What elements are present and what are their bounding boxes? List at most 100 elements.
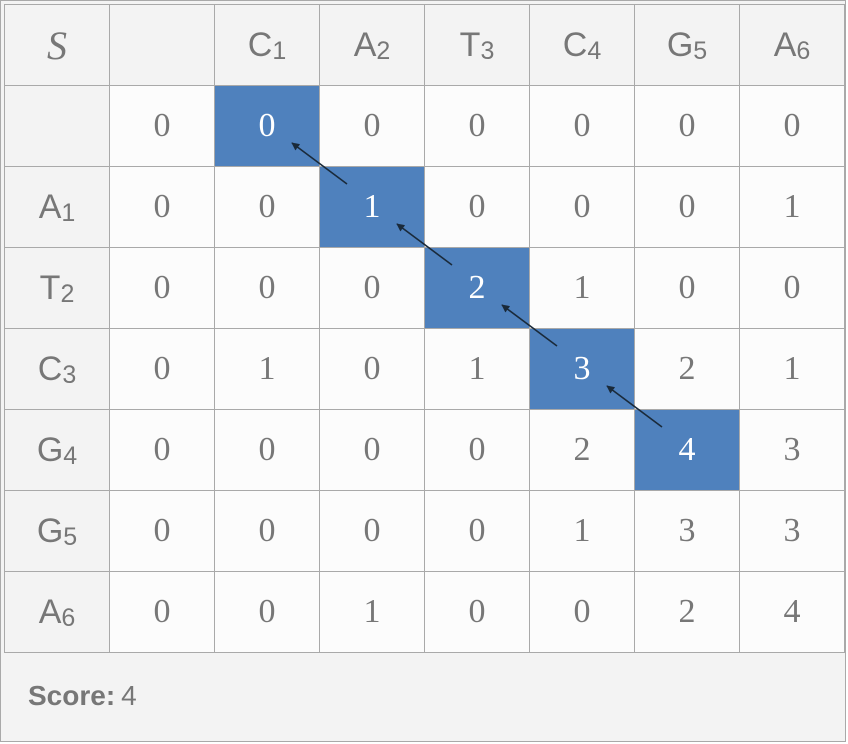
sequence-letter: G5 xyxy=(667,26,707,65)
matrix-cell: 0 xyxy=(109,490,215,572)
column-header xyxy=(109,4,215,86)
letter: T xyxy=(39,268,61,307)
column-header: C1 xyxy=(214,4,320,86)
letter: G xyxy=(36,511,64,550)
matrix-cell: 0 xyxy=(109,409,215,491)
letter-index: 3 xyxy=(480,36,495,65)
column-header: A2 xyxy=(319,4,425,86)
matrix-cell: 0 xyxy=(214,247,320,329)
matrix-cell-highlighted: 3 xyxy=(529,328,635,410)
letter: G xyxy=(36,430,64,469)
matrix-cell: 2 xyxy=(634,328,740,410)
matrix-cell: 0 xyxy=(214,166,320,248)
matrix-cell: 1 xyxy=(739,328,845,410)
letter-index: 2 xyxy=(376,36,391,65)
letter: T xyxy=(459,25,481,64)
sequence-letter: A2 xyxy=(354,26,391,65)
sequence-letter: T3 xyxy=(460,26,495,65)
corner-cell: S xyxy=(4,4,110,86)
matrix-cell: 4 xyxy=(739,571,845,653)
letter-index: 5 xyxy=(63,522,78,551)
matrix-cell: 0 xyxy=(109,247,215,329)
matrix-cell: 3 xyxy=(634,490,740,572)
matrix-cell-highlighted: 1 xyxy=(319,166,425,248)
matrix-cell: 0 xyxy=(214,409,320,491)
matrix-cell: 0 xyxy=(214,571,320,653)
row-header: T2 xyxy=(4,247,110,329)
letter: A xyxy=(38,592,62,631)
matrix-cell: 0 xyxy=(319,328,425,410)
letter-index: 6 xyxy=(61,603,76,632)
matrix-cell: 2 xyxy=(634,571,740,653)
corner-label: S xyxy=(47,22,67,68)
matrix-cell: 0 xyxy=(319,409,425,491)
score-footer: Score: 4 xyxy=(4,653,842,739)
matrix-cell: 1 xyxy=(214,328,320,410)
matrix-cell: 0 xyxy=(214,490,320,572)
matrix-cell: 0 xyxy=(739,85,845,167)
matrix-cell: 0 xyxy=(319,247,425,329)
column-header: C4 xyxy=(529,4,635,86)
matrix-cell: 0 xyxy=(634,85,740,167)
matrix-cell: 1 xyxy=(319,571,425,653)
column-header: A6 xyxy=(739,4,845,86)
matrix-cell: 0 xyxy=(529,85,635,167)
score-value: 4 xyxy=(121,680,137,711)
score-label: Score: xyxy=(28,680,116,711)
letter: C xyxy=(247,25,273,64)
letter: C xyxy=(37,349,63,388)
matrix-cell: 0 xyxy=(424,409,530,491)
matrix-cell-highlighted: 2 xyxy=(424,247,530,329)
column-header: T3 xyxy=(424,4,530,86)
letter-index: 1 xyxy=(272,36,287,65)
sequence-letter: G4 xyxy=(37,431,77,470)
matrix-cell: 0 xyxy=(109,328,215,410)
matrix-cell: 3 xyxy=(739,409,845,491)
letter: C xyxy=(562,25,588,64)
letter: A xyxy=(38,187,62,226)
sequence-letter: T2 xyxy=(40,269,75,308)
matrix-cell: 0 xyxy=(319,85,425,167)
matrix-cell: 0 xyxy=(529,571,635,653)
letter-index: 3 xyxy=(62,360,77,389)
sequence-letter: C3 xyxy=(38,350,76,389)
sequence-letter: G5 xyxy=(37,512,77,551)
matrix-cell: 0 xyxy=(634,166,740,248)
matrix-cell: 1 xyxy=(739,166,845,248)
sequence-letter: C1 xyxy=(248,26,286,65)
matrix-cell: 3 xyxy=(739,490,845,572)
matrix-cell: 0 xyxy=(739,247,845,329)
row-header: G4 xyxy=(4,409,110,491)
matrix-cell: 0 xyxy=(319,490,425,572)
letter: G xyxy=(666,25,694,64)
sequence-letter: C4 xyxy=(563,26,601,65)
letter: A xyxy=(773,25,797,64)
matrix-cell: 1 xyxy=(529,490,635,572)
matrix-cell-highlighted: 0 xyxy=(214,85,320,167)
matrix-cell: 0 xyxy=(109,571,215,653)
letter-index: 2 xyxy=(60,279,75,308)
matrix-cell: 0 xyxy=(529,166,635,248)
matrix-cell: 1 xyxy=(424,328,530,410)
matrix-cell: 0 xyxy=(424,490,530,572)
row-header: G5 xyxy=(4,490,110,572)
matrix-cell: 0 xyxy=(424,571,530,653)
letter-index: 1 xyxy=(61,198,76,227)
sequence-letter: A6 xyxy=(39,593,76,632)
letter-index: 4 xyxy=(63,441,78,470)
matrix-cell: 1 xyxy=(529,247,635,329)
row-header: A1 xyxy=(4,166,110,248)
row-header xyxy=(4,85,110,167)
letter: A xyxy=(353,25,377,64)
matrix-cell-highlighted: 4 xyxy=(634,409,740,491)
matrix-cell: 2 xyxy=(529,409,635,491)
matrix-cell: 0 xyxy=(424,166,530,248)
letter-index: 4 xyxy=(587,36,602,65)
matrix-cell: 0 xyxy=(424,85,530,167)
column-header: G5 xyxy=(634,4,740,86)
letter-index: 6 xyxy=(796,36,811,65)
matrix-cell: 0 xyxy=(634,247,740,329)
sequence-letter: A6 xyxy=(774,26,811,65)
matrix-cell: 0 xyxy=(109,166,215,248)
letter-index: 5 xyxy=(693,36,708,65)
